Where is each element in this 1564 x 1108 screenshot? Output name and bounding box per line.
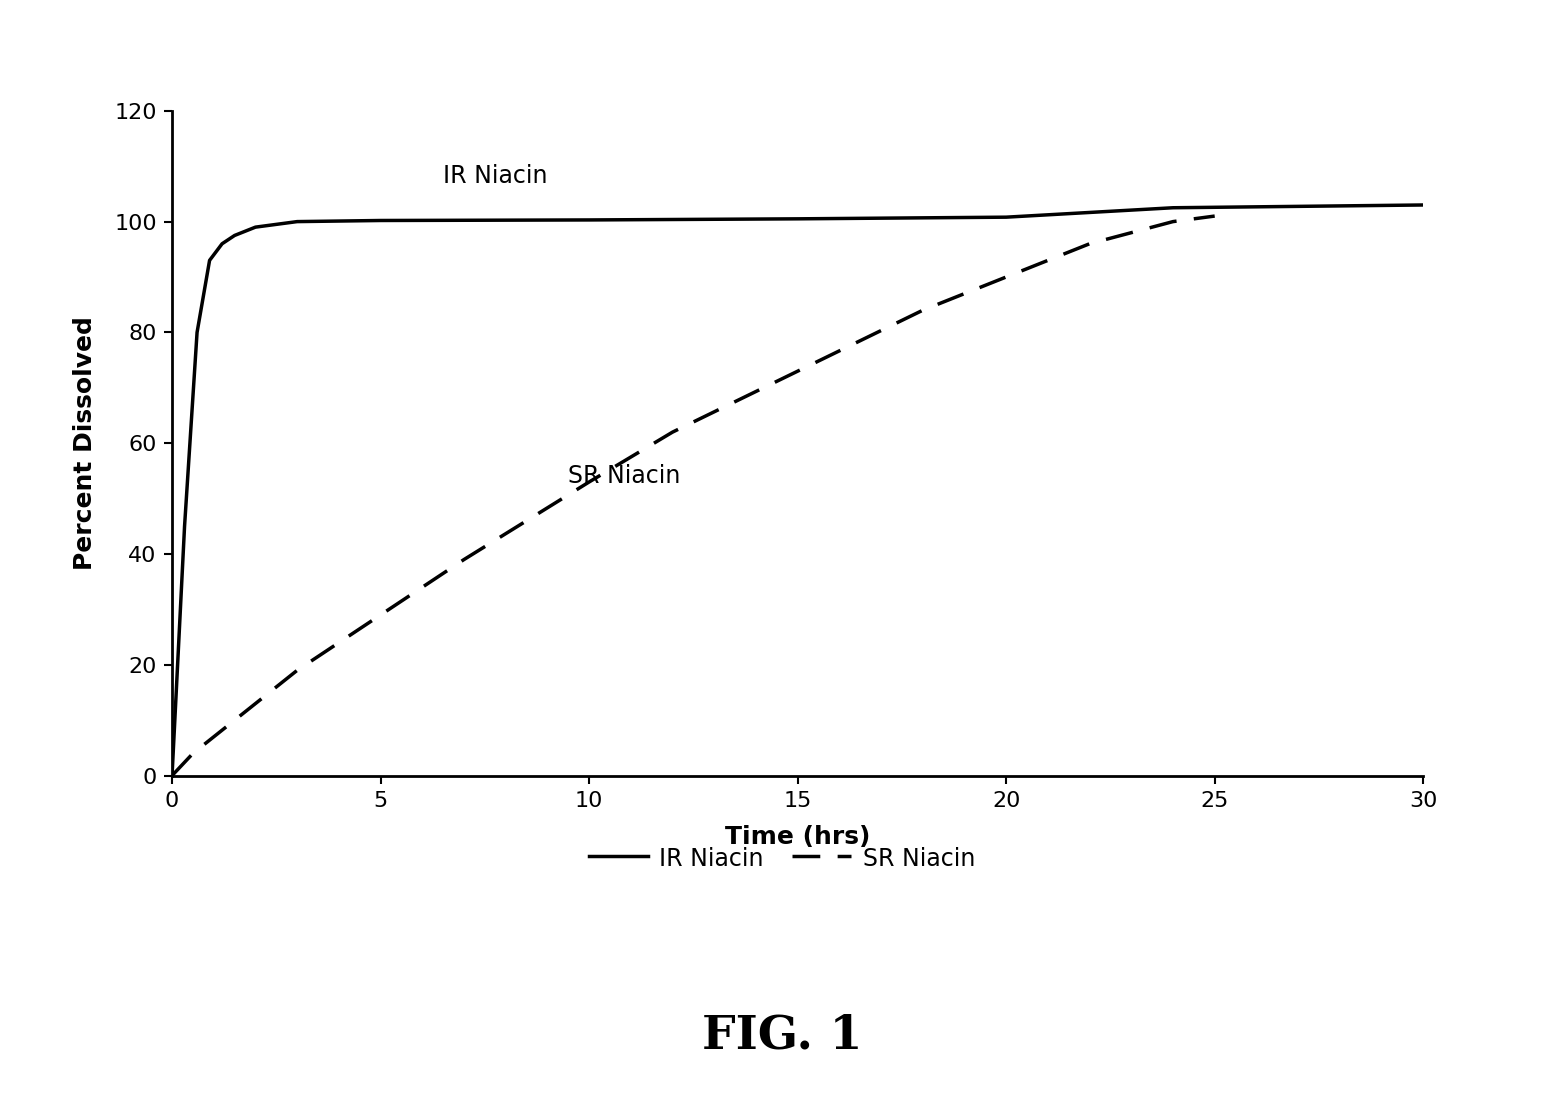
Legend: IR Niacin, SR Niacin: IR Niacin, SR Niacin	[579, 838, 985, 880]
Text: SR Niacin: SR Niacin	[568, 463, 680, 488]
Text: IR Niacin: IR Niacin	[443, 164, 547, 188]
X-axis label: Time (hrs): Time (hrs)	[726, 824, 870, 849]
Y-axis label: Percent Dissolved: Percent Dissolved	[74, 316, 97, 571]
Text: FIG. 1: FIG. 1	[702, 1013, 862, 1059]
